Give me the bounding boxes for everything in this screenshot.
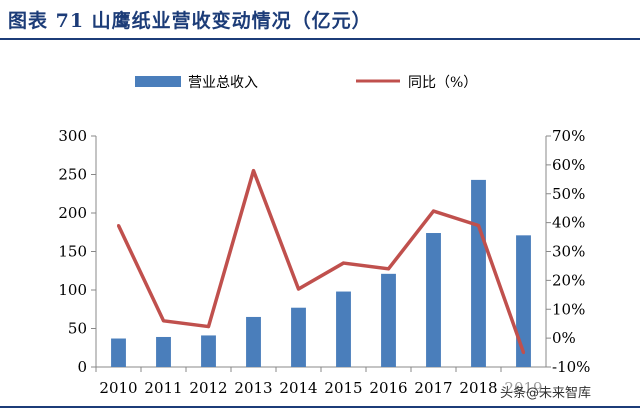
bar [156, 336, 171, 367]
chart-axes [91, 135, 551, 372]
y-right-tick-label: 50% [552, 185, 585, 203]
bar [516, 235, 531, 367]
legend-bar-label: 营业总收入 [188, 75, 258, 91]
x-tick-label: 2015 [324, 379, 362, 397]
y-left-tick-label: 250 [58, 166, 87, 184]
x-tick-label: 2010 [99, 379, 137, 397]
legend-line-label: 同比（%） [408, 75, 477, 91]
title-divider [0, 38, 640, 40]
line-point [387, 267, 390, 271]
x-tick-label: 2012 [189, 379, 227, 397]
bar [336, 291, 351, 367]
y-right-tick-label: 60% [552, 156, 585, 174]
x-tick-label: 2013 [234, 379, 272, 397]
y-right-tick-label: 30% [552, 243, 585, 261]
line-point [342, 261, 345, 265]
line-point [162, 319, 165, 323]
y-right-tick-label: 20% [552, 271, 585, 289]
x-tick-label: 2014 [279, 379, 317, 397]
line-point [207, 325, 210, 329]
chart-legend: 营业总收入 同比（%） [135, 75, 477, 91]
y-left-tick-label: 300 [58, 127, 87, 145]
line-point [117, 224, 120, 228]
line-point [252, 169, 255, 173]
y-left-tick-label: 150 [58, 243, 87, 261]
chart-title: 图表 71 山鹰纸业营收变动情况（亿元） [8, 10, 372, 32]
y-left-tick-label: 100 [58, 281, 87, 299]
bar [201, 335, 216, 367]
y-left-tick-label: 50 [68, 320, 87, 338]
x-tick-label: 2011 [144, 379, 182, 397]
x-tick-label: 2018 [459, 379, 497, 397]
bar [426, 233, 441, 367]
x-tick-label: 2017 [414, 379, 452, 397]
y-right-tick-label: 0% [552, 329, 576, 347]
tick-labels: 0 50 100 150 200 250 300 -10% 0% 10% 20% 30% 40% 50% 6… [58, 127, 590, 397]
line-point [297, 287, 300, 291]
bar [246, 316, 261, 367]
bottom-divider [0, 406, 640, 408]
line-point [522, 351, 525, 355]
line-point [432, 209, 435, 213]
x-tick-label: 2016 [369, 379, 407, 397]
line-point [477, 224, 480, 228]
y-right-tick-label: -10% [552, 358, 590, 376]
bar-series [111, 179, 531, 367]
line-series [116, 168, 526, 355]
y-left-tick-label: 0 [77, 358, 87, 376]
bar [381, 273, 396, 367]
bar [111, 338, 126, 367]
legend-bar-swatch [135, 76, 181, 87]
watermark: 头条@未来智库 [497, 381, 595, 402]
y-right-tick-label: 10% [552, 300, 585, 318]
y-right-tick-label: 70% [552, 127, 585, 145]
bar [471, 179, 486, 367]
y-right-tick-label: 40% [552, 214, 585, 232]
y-left-tick-label: 200 [58, 204, 87, 222]
yoy-growth-line [116, 168, 526, 354]
bar [291, 307, 306, 367]
